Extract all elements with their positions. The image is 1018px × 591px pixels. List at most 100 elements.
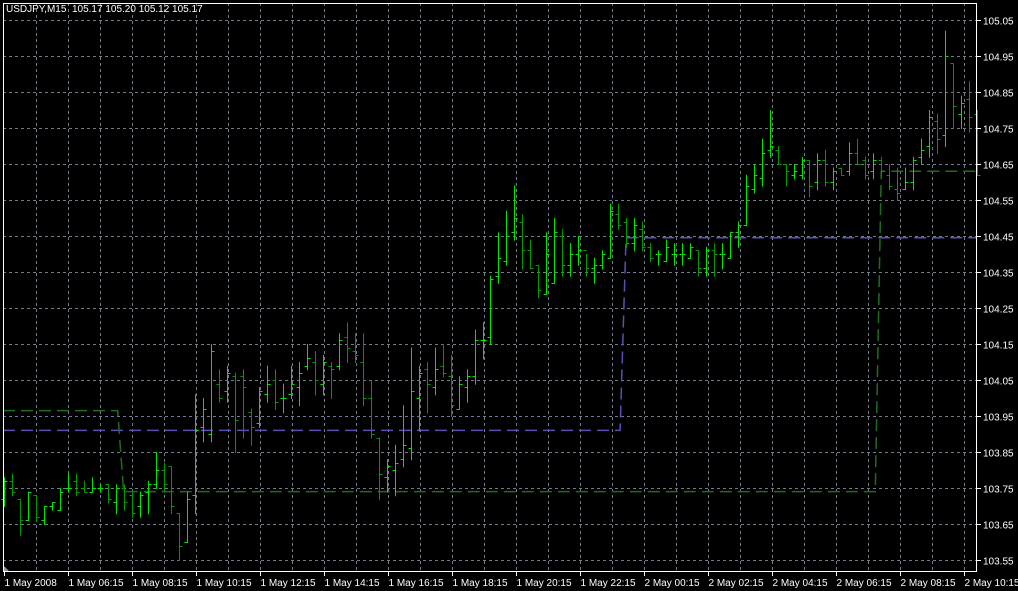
ohlc-bar xyxy=(862,156,869,180)
ohlc-bar xyxy=(623,218,630,248)
ohlc-bar xyxy=(432,347,439,396)
ohlc-bar xyxy=(783,164,790,187)
chart-frame xyxy=(3,3,977,572)
ohlc-bar xyxy=(735,221,742,248)
ohlc-bar xyxy=(33,495,40,522)
time-axis[interactable]: 1 May 2008 1 May 06:15 1 May 08:15 1 May 10… xyxy=(4,572,1018,589)
ohlc-bar xyxy=(599,250,606,270)
ohlc-bar xyxy=(81,480,88,493)
ohlc-bar xyxy=(384,459,391,493)
ohlc-bar xyxy=(480,322,487,360)
price-tick-label: 103.55 xyxy=(983,557,1014,568)
ohlc-bar xyxy=(647,243,654,263)
ohlc-bar xyxy=(296,362,303,407)
ohlc-bar xyxy=(424,362,431,414)
ohlc-bar xyxy=(416,365,423,432)
ohlc-bar xyxy=(830,167,837,191)
ohlc-bar xyxy=(168,466,175,515)
price-tick-label: 104.95 xyxy=(983,53,1014,64)
ohlc-bar xyxy=(791,164,798,180)
ohlc-bar xyxy=(49,502,56,511)
ohlc-bar xyxy=(719,243,726,270)
ohlc-bar xyxy=(551,218,558,284)
ohlc-bar xyxy=(216,369,223,403)
price-tick-label: 104.25 xyxy=(983,305,1014,316)
ohlc-bar xyxy=(671,243,678,266)
ohlc-bar xyxy=(208,344,215,443)
ohlc-bar xyxy=(224,365,231,403)
ohlc-bar xyxy=(328,362,335,399)
ohlc-bar xyxy=(503,210,510,266)
ohlc-bar xyxy=(878,156,885,176)
ohlc-bar xyxy=(368,380,375,439)
chart-shift-marker-icon[interactable] xyxy=(4,566,9,571)
ohlc-bar xyxy=(886,164,893,191)
ohlc-bar xyxy=(655,250,662,266)
ohlc-bar xyxy=(9,473,16,497)
ohlc-bar xyxy=(966,81,973,133)
ohlc-bar xyxy=(631,218,638,252)
ohlc-bar xyxy=(918,138,925,165)
time-tick-label: 1 May 10:15 xyxy=(197,578,252,589)
ohlc-bar xyxy=(567,243,574,277)
ohlc-bar xyxy=(767,110,774,158)
ohlc-bar xyxy=(232,372,239,453)
ohlc-bar xyxy=(751,164,758,194)
ohlc-bar xyxy=(926,110,933,158)
ohlc-bar xyxy=(822,149,829,187)
ohlc-bar xyxy=(456,376,463,410)
price-tick-label: 104.55 xyxy=(983,197,1014,208)
time-tick-label: 1 May 2008 xyxy=(5,578,58,589)
time-tick-label: 1 May 22:15 xyxy=(581,578,636,589)
ohlc-bar xyxy=(105,484,112,504)
ohlc-bar xyxy=(703,246,710,277)
time-tick-label: 1 May 16:15 xyxy=(389,578,444,589)
ohlc-bar xyxy=(240,369,247,439)
ohlc-bar xyxy=(934,113,941,155)
price-axis[interactable]: 105.05 104.95 104.85 104.75 104.65 104.55 104.… xyxy=(977,17,1014,568)
ohlc-bar xyxy=(472,329,479,385)
price-tick-label: 104.75 xyxy=(983,125,1014,136)
ohlc-bar xyxy=(543,232,550,295)
ohlc-bar xyxy=(495,232,502,284)
ohlc-bar xyxy=(958,95,965,129)
symbol-label: USDJPY,M15 xyxy=(6,4,67,15)
ohlc-bar xyxy=(25,491,32,522)
ohlc-bar xyxy=(950,63,957,129)
ohlc-bar xyxy=(145,480,152,515)
ohlc-bar xyxy=(41,506,48,525)
price-tick-label: 104.85 xyxy=(983,89,1014,100)
ohlc-bar xyxy=(974,110,981,176)
price-tick-label: 105.05 xyxy=(983,17,1014,28)
ohlc-bar xyxy=(727,232,734,259)
ohlc-bar xyxy=(487,275,494,345)
ohlc-bar xyxy=(137,491,144,518)
ohlc-bar xyxy=(583,250,590,277)
ohlc-bar xyxy=(942,30,949,147)
price-tick-label: 103.75 xyxy=(983,485,1014,496)
ohlc-bar xyxy=(870,153,877,180)
time-tick-label: 2 May 00:15 xyxy=(645,578,700,589)
time-tick-label: 2 May 02:15 xyxy=(709,578,764,589)
grid xyxy=(3,3,977,572)
ohlc-bar xyxy=(711,243,718,277)
ohlc-bar xyxy=(392,444,399,497)
ohlc-bar xyxy=(184,491,191,543)
ohlc-bar xyxy=(320,354,327,396)
price-tick-label: 104.05 xyxy=(983,377,1014,388)
ohlc-bar xyxy=(535,264,542,299)
ohlc-bar xyxy=(360,333,367,407)
ohlc-bar xyxy=(288,365,295,399)
price-tick-label: 104.35 xyxy=(983,269,1014,280)
ohlc-bar xyxy=(814,153,821,191)
ohlc-bar xyxy=(272,369,279,410)
ohlc-bar xyxy=(304,344,311,371)
ohlc-readout: 105.17 105.20 105.12 105.17 xyxy=(71,4,203,15)
ohlc-bar xyxy=(559,228,566,277)
ohlc-bar xyxy=(192,394,199,515)
ohlc-bar xyxy=(519,214,526,270)
ohlc-bar xyxy=(448,354,455,417)
ohlc-bar xyxy=(639,221,646,252)
ohlc-bar xyxy=(695,250,702,277)
